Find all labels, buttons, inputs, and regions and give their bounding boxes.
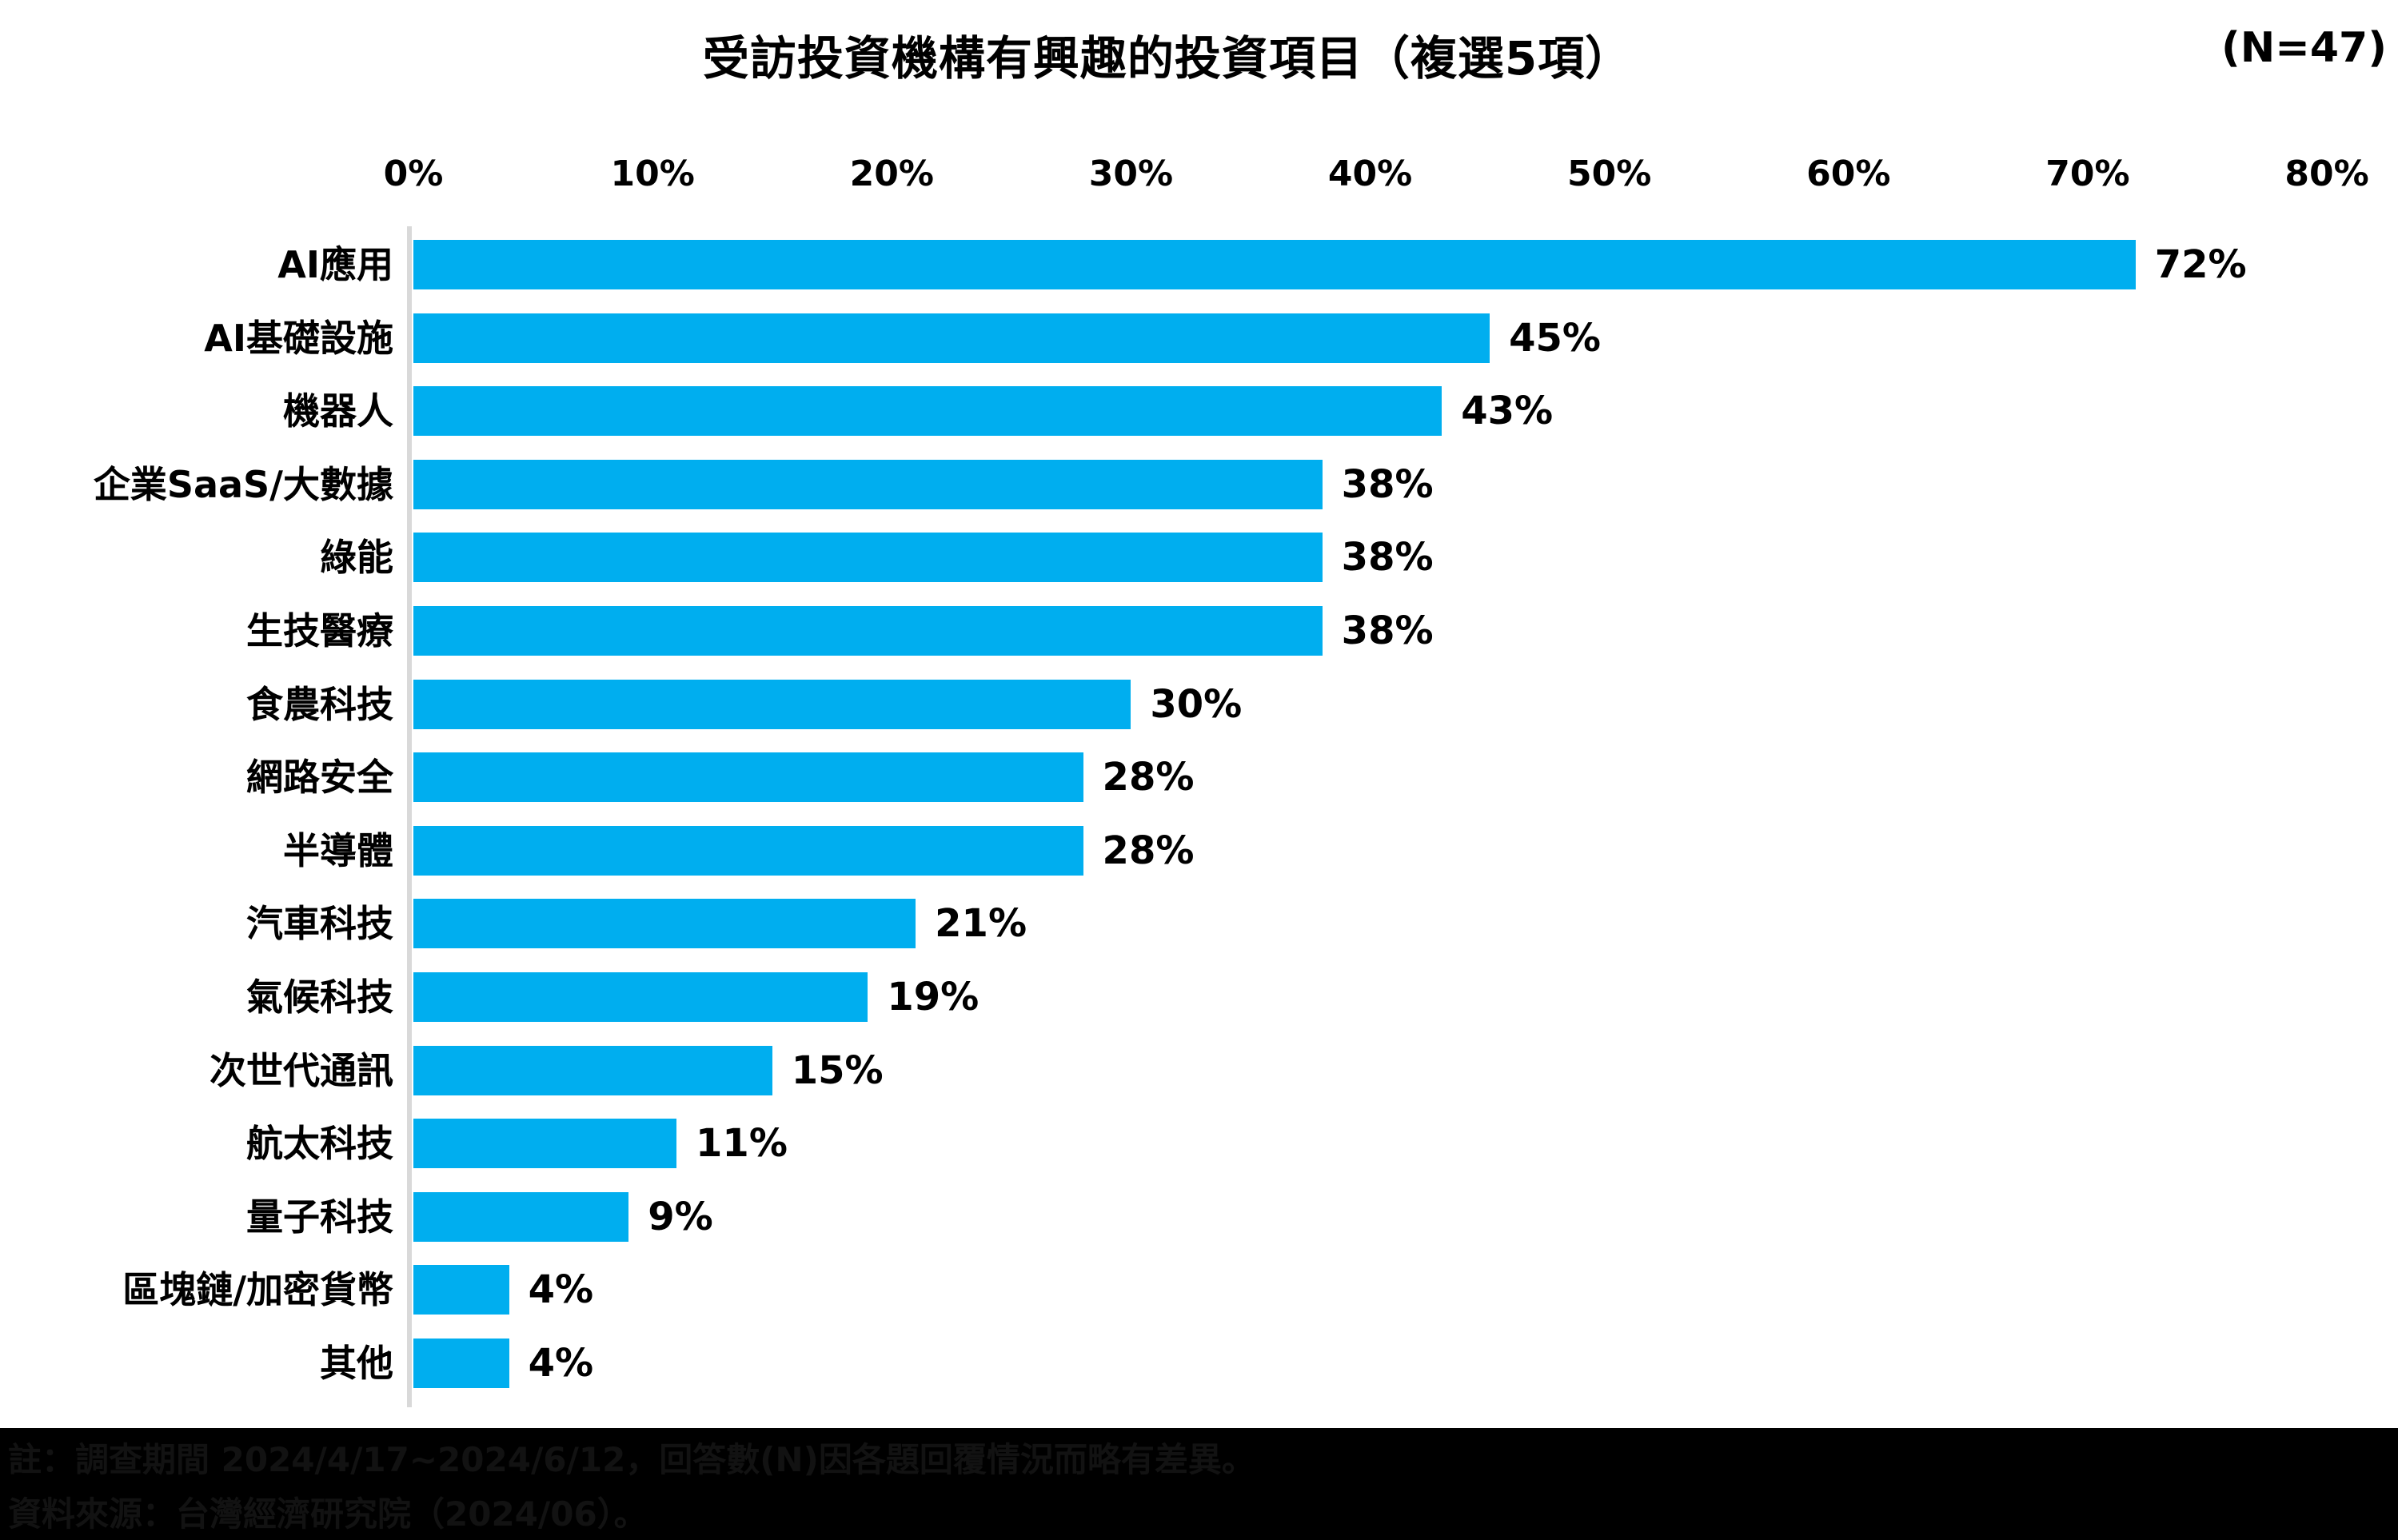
- value-label: 4%: [528, 1341, 594, 1386]
- category-label: AI應用: [277, 243, 393, 286]
- category-label: 半導體: [283, 828, 393, 872]
- value-label: 38%: [1341, 461, 1434, 507]
- value-label: 28%: [1102, 828, 1195, 873]
- bar: [413, 972, 868, 1022]
- value-label: 11%: [696, 1121, 788, 1167]
- category-label: 機器人: [283, 389, 393, 433]
- x-tick-label: 10%: [610, 154, 695, 194]
- value-label: 21%: [935, 901, 1027, 947]
- bar: [413, 313, 1490, 363]
- bar: [413, 679, 1131, 729]
- category-label: 汽車科技: [246, 902, 393, 946]
- bar: [413, 386, 1442, 437]
- value-label: 9%: [648, 1194, 713, 1239]
- category-label: 食農科技: [246, 682, 393, 726]
- value-label: 38%: [1341, 608, 1434, 653]
- category-label: 次世代通訊: [209, 1048, 393, 1092]
- value-label: 30%: [1150, 681, 1243, 727]
- category-label: 區塊鏈/加密貨幣: [122, 1268, 393, 1312]
- bar: [413, 1265, 509, 1315]
- category-label: 企業SaaS/大數據: [93, 462, 393, 506]
- bar: [413, 1045, 772, 1095]
- bar: [413, 752, 1083, 803]
- bar: [413, 459, 1323, 509]
- value-label: 19%: [887, 975, 980, 1019]
- x-tick-label: 20%: [849, 154, 934, 194]
- bar: [413, 1339, 509, 1388]
- x-tick-label: 30%: [1088, 154, 1174, 194]
- category-label: 生技醫療: [246, 609, 393, 652]
- value-label: 72%: [2154, 242, 2247, 287]
- footer-note: 註：調查期間 2024/4/17~2024/6/12，回答數(N)因各題回覆情況…: [8, 1440, 1255, 1479]
- category-label: 其他: [320, 1342, 393, 1385]
- x-tick-label: 40%: [1327, 154, 1413, 194]
- x-tick-label: 70%: [2045, 154, 2130, 194]
- value-label: 43%: [1461, 389, 1554, 434]
- bar: [413, 1119, 677, 1169]
- x-tick-label: 50%: [1566, 154, 1652, 194]
- bar: [413, 1191, 629, 1242]
- x-tick-label: 0%: [383, 154, 444, 194]
- category-label: 網路安全: [246, 756, 393, 800]
- footer-source: 資料來源：台灣經濟研究院（2024/06）。: [8, 1494, 648, 1534]
- bar: [413, 533, 1323, 583]
- x-tick-label: 60%: [1806, 154, 1891, 194]
- value-label: 28%: [1102, 755, 1195, 800]
- bar: [413, 825, 1083, 876]
- bar: [413, 606, 1323, 656]
- value-label: 15%: [791, 1047, 884, 1093]
- category-label: 量子科技: [246, 1195, 393, 1239]
- chart-title: 受訪投資機構有興趣的投資項目（複選5項）: [702, 31, 1633, 86]
- footer-band: 註：調查期間 2024/4/17~2024/6/12，回答數(N)因各題回覆情況…: [0, 1428, 2398, 1540]
- category-label: 航太科技: [246, 1122, 393, 1166]
- sample-size-label: (N=47): [2221, 24, 2387, 72]
- bar: [413, 240, 2136, 289]
- x-tick-label: 80%: [2284, 154, 2369, 194]
- category-label: AI基礎設施: [204, 316, 393, 360]
- value-label: 45%: [1509, 315, 1601, 361]
- y-axis-line: [407, 226, 412, 1407]
- bar: [413, 899, 916, 949]
- category-label: 綠能: [320, 536, 393, 580]
- category-label: 氣候科技: [246, 975, 393, 1019]
- value-label: 4%: [528, 1267, 594, 1313]
- value-label: 38%: [1341, 535, 1434, 580]
